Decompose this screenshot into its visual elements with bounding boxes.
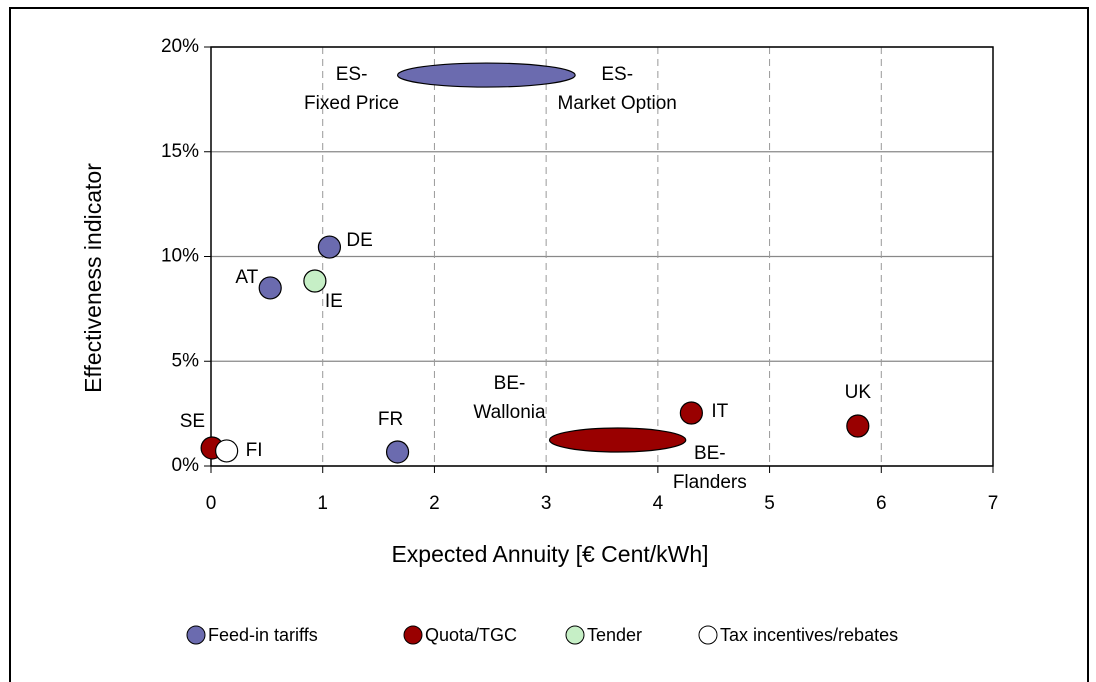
legend-marker bbox=[565, 625, 585, 645]
legend-label: Quota/TGC bbox=[425, 625, 517, 645]
legend-marker bbox=[186, 625, 206, 645]
legend-marker bbox=[403, 625, 423, 645]
point bbox=[215, 439, 239, 463]
y-tick-label: 5% bbox=[172, 350, 200, 371]
x-axis-title: Expected Annuity [€ Cent/kWh] bbox=[391, 541, 708, 567]
legend-label: Tax incentives/rebates bbox=[720, 625, 898, 645]
range-ellipse bbox=[548, 427, 687, 453]
x-tick-label: 5 bbox=[764, 493, 775, 514]
x-tick-label: 2 bbox=[429, 493, 440, 514]
point bbox=[303, 269, 327, 293]
point-label: SE bbox=[180, 411, 205, 432]
plot-border bbox=[210, 46, 994, 467]
point-label: UK bbox=[845, 382, 872, 403]
legend-label: Tender bbox=[587, 625, 642, 645]
x-tick-label: 7 bbox=[988, 493, 999, 514]
legend-marker bbox=[698, 625, 718, 645]
y-axis-title: Effectiveness indicator bbox=[80, 163, 106, 393]
y-tick-label: 0% bbox=[172, 455, 200, 476]
x-tick-label: 6 bbox=[876, 493, 887, 514]
point-label: IE bbox=[325, 291, 343, 312]
x-tick-label: 0 bbox=[206, 493, 217, 514]
point-label: DE bbox=[346, 230, 372, 251]
point-label: FI bbox=[246, 440, 263, 461]
point-label: BE-Flanders bbox=[673, 443, 747, 493]
point bbox=[385, 440, 410, 464]
point-label: FR bbox=[378, 409, 403, 430]
y-tick-label: 20% bbox=[161, 36, 199, 57]
point-label: ES-Market Option bbox=[558, 64, 677, 114]
point-label: IT bbox=[711, 401, 728, 422]
point-label: BE-Wallonia bbox=[473, 373, 546, 423]
point-label: AT bbox=[235, 267, 258, 288]
legend-label: Feed-in tariffs bbox=[208, 625, 318, 645]
y-tick-label: 10% bbox=[161, 246, 199, 267]
point bbox=[258, 276, 282, 300]
x-tick-label: 1 bbox=[317, 493, 328, 514]
x-tick-label: 4 bbox=[653, 493, 664, 514]
point-label: ES-Fixed Price bbox=[304, 64, 399, 114]
point bbox=[317, 235, 342, 259]
y-tick-label: 15% bbox=[161, 141, 199, 162]
frame bbox=[9, 7, 1089, 682]
range-ellipse bbox=[396, 62, 576, 88]
point bbox=[846, 414, 870, 438]
x-tick-label: 3 bbox=[541, 493, 552, 514]
point bbox=[679, 401, 703, 425]
